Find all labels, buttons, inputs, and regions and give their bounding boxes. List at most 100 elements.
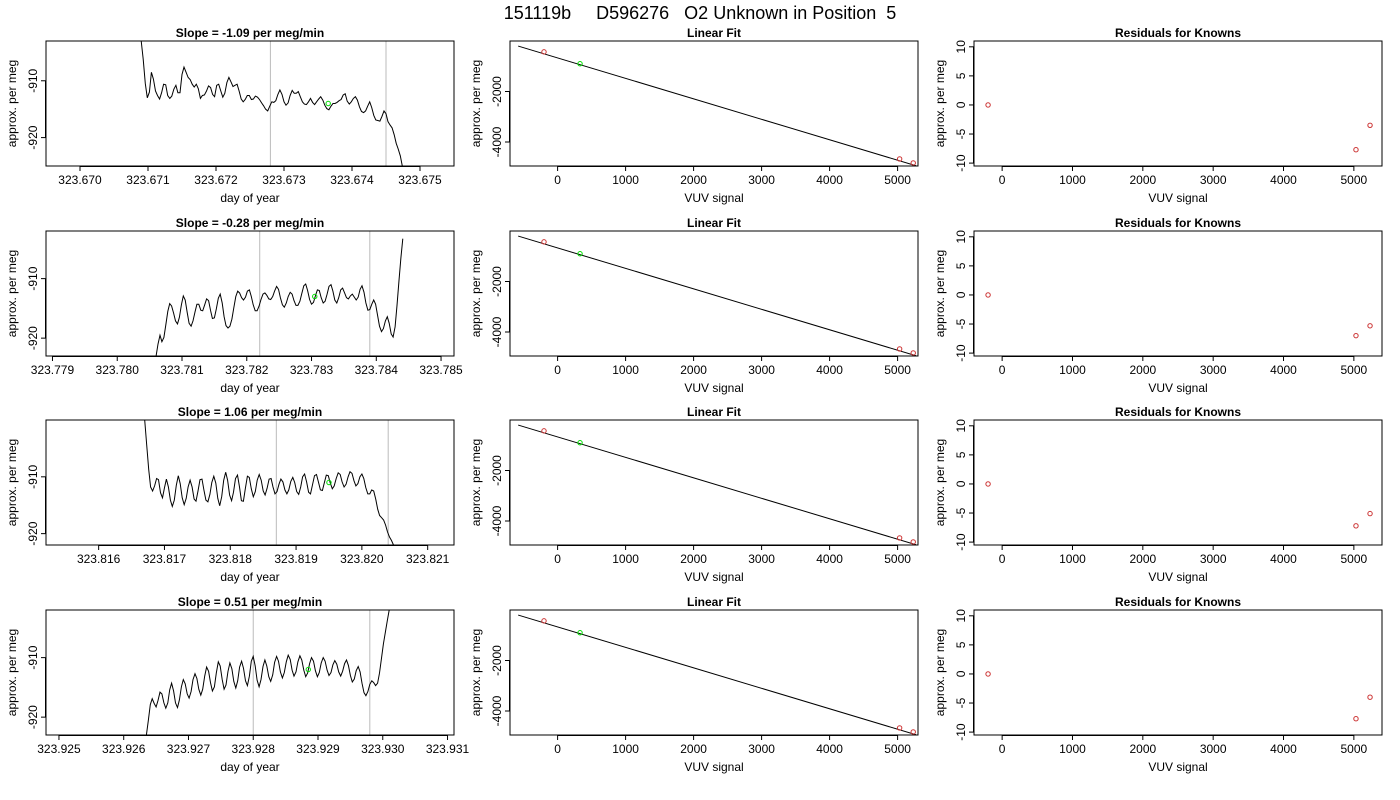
panel-trace-1: Slope = -1.09 per meg/min day of year appr…	[5, 26, 455, 205]
panel-residuals-4: Residuals for Knowns VUV signal approx. pe…	[933, 595, 1383, 774]
plot-title: Slope = -0.28 per meg/min	[176, 216, 324, 230]
y-tick-label: 0	[954, 480, 968, 487]
known-point	[541, 239, 547, 245]
x-tick-label: 4000	[816, 363, 843, 377]
y-axis-label: approx. per meg	[5, 60, 19, 147]
x-axis-label: day of year	[220, 570, 279, 584]
y-tick-label: -910	[26, 266, 40, 290]
x-tick-label: 323.819	[274, 552, 318, 566]
x-tick-label: 5000	[884, 552, 911, 566]
x-tick-label: 5000	[1341, 173, 1368, 187]
page-title: 151119b D596276 O2 Unknown in Position 5	[503, 3, 897, 23]
x-tick-label: 4000	[816, 742, 843, 756]
x-tick-label: 2000	[1129, 742, 1156, 756]
known-point	[985, 481, 991, 487]
x-tick-label: 323.781	[160, 363, 204, 377]
x-tick-label: 2000	[680, 742, 707, 756]
x-tick-label: 323.782	[225, 363, 269, 377]
y-tick-label: 0	[954, 670, 968, 677]
y-axis-label: approx. per meg	[5, 439, 19, 526]
trace-series	[145, 610, 390, 735]
x-tick-label: 5000	[1341, 552, 1368, 566]
plot-title: Slope = 0.51 per meg/min	[178, 595, 322, 609]
x-axis-label: day of year	[220, 760, 279, 774]
x-tick-label: 5000	[1341, 742, 1368, 756]
y-tick-label: -2000	[490, 76, 504, 107]
x-tick-label: 0	[999, 173, 1006, 187]
unknown-point	[577, 630, 583, 636]
y-tick-label: 5	[954, 641, 968, 648]
y-axis-label: approx. per meg	[933, 60, 947, 147]
y-tick-label: 5	[954, 262, 968, 269]
x-tick-label: 323.783	[290, 363, 334, 377]
x-tick-label: 323.820	[340, 552, 384, 566]
known-point	[1353, 523, 1359, 529]
x-tick-label: 1000	[612, 363, 639, 377]
x-tick-label: 2000	[1129, 363, 1156, 377]
y-tick-label: -4000	[490, 316, 504, 347]
unknown-point	[577, 61, 583, 67]
y-tick-label: -920	[26, 705, 40, 729]
panel-trace-2: Slope = -0.28 per meg/min day of year appr…	[5, 216, 463, 395]
known-point	[1367, 694, 1373, 700]
x-axis-label: VUV signal	[684, 570, 743, 584]
x-tick-label: 2000	[680, 363, 707, 377]
plot-title: Linear Fit	[687, 26, 741, 40]
known-point	[1367, 323, 1373, 329]
x-tick-label: 323.931	[426, 742, 470, 756]
trace-series	[155, 238, 404, 356]
known-point	[896, 725, 903, 731]
known-point	[1367, 510, 1373, 517]
plot-frame	[509, 419, 919, 546]
x-tick-label: 2000	[1129, 173, 1156, 187]
x-tick-label: 3000	[1200, 742, 1227, 756]
known-point	[1353, 716, 1359, 722]
x-tick-label: 4000	[1270, 742, 1297, 756]
x-tick-label: 4000	[1270, 363, 1297, 377]
y-tick-label: 10	[954, 230, 968, 244]
x-tick-label: 5000	[1341, 363, 1368, 377]
x-axis-label: VUV signal	[684, 381, 743, 395]
y-tick-label: -10	[954, 154, 968, 172]
x-tick-label: 323.928	[232, 742, 276, 756]
plot-frame	[973, 40, 1383, 167]
x-tick-label: 323.785	[419, 363, 463, 377]
y-axis-label: approx. per meg	[469, 250, 483, 337]
x-tick-label: 323.816	[77, 552, 121, 566]
x-tick-label: 323.672	[194, 173, 238, 187]
panel-linear-fit-2: Linear Fit VUV signal approx. per meg 0 1000…	[469, 216, 919, 395]
unknown-point	[305, 666, 311, 673]
known-point	[985, 292, 991, 298]
plot-frame	[509, 40, 919, 167]
x-tick-label: 323.674	[330, 173, 374, 187]
panel-residuals-3: Residuals for Knowns VUV signal approx. pe…	[933, 405, 1383, 584]
x-tick-label: 3000	[1200, 363, 1227, 377]
x-tick-label: 3000	[748, 552, 775, 566]
plot-title: Residuals for Knowns	[1115, 216, 1241, 230]
plot-title: Slope = 1.06 per meg/min	[178, 405, 322, 419]
plot-frame	[973, 230, 1383, 357]
x-tick-label: 0	[554, 552, 561, 566]
known-point	[985, 671, 991, 677]
plot-frame	[973, 419, 1383, 546]
x-tick-label: 323.671	[126, 173, 170, 187]
known-point	[910, 539, 916, 545]
y-tick-label: -2000	[490, 645, 504, 676]
known-point	[1353, 332, 1359, 339]
y-axis-label: approx. per meg	[5, 250, 19, 337]
plot-frame	[973, 609, 1383, 736]
panel-residuals-1: Residuals for Knowns VUV signal approx. pe…	[933, 26, 1383, 205]
x-axis-label: VUV signal	[1148, 191, 1207, 205]
x-tick-label: 2000	[680, 173, 707, 187]
x-tick-label: 0	[554, 363, 561, 377]
x-tick-label: 1000	[612, 742, 639, 756]
y-tick-label: -910	[26, 68, 40, 92]
y-tick-label: -920	[26, 125, 40, 149]
plot-title: Linear Fit	[687, 405, 741, 419]
x-tick-label: 4000	[1270, 173, 1297, 187]
y-tick-label: -2000	[490, 455, 504, 486]
x-tick-label: 4000	[816, 552, 843, 566]
x-tick-label: 0	[999, 552, 1006, 566]
known-point	[1353, 147, 1359, 153]
